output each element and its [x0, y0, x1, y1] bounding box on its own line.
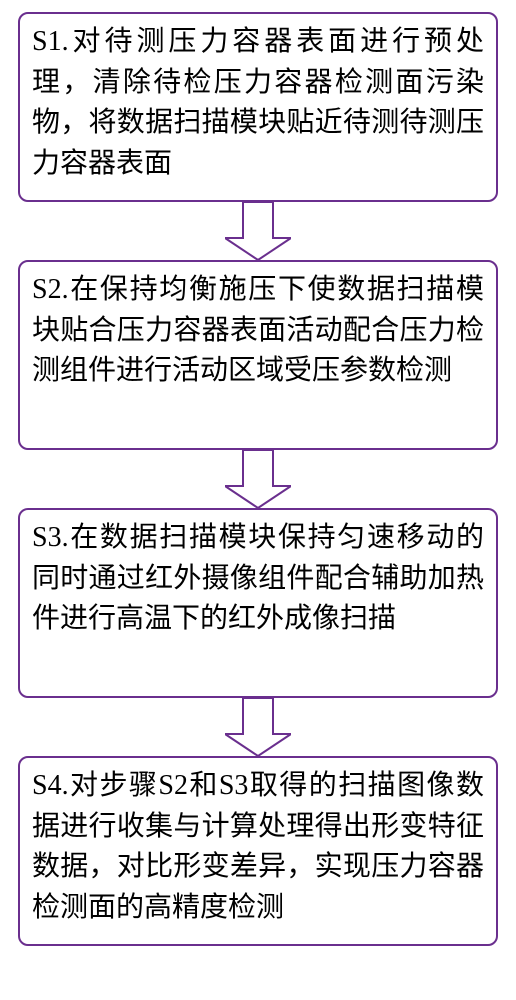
flowchart-container: S1.对待测压力容器表面进行预处理，清除待检压力容器检测面污染物，将数据扫描模块…: [0, 0, 516, 1000]
flow-step-s1: S1.对待测压力容器表面进行预处理，清除待检压力容器检测面污染物，将数据扫描模块…: [18, 12, 498, 202]
flow-step-s4: S4.对步骤S2和S3取得的扫描图像数据进行收集与计算处理得出形变特征数据，对比…: [18, 756, 498, 946]
flow-arrow-3: [0, 698, 516, 756]
flow-arrow-2: [0, 450, 516, 508]
flow-arrow-1: [0, 202, 516, 260]
down-arrow-icon: [225, 202, 291, 260]
down-arrow-icon: [225, 450, 291, 508]
flow-step-s2: S2.在保持均衡施压下使数据扫描模块贴合压力容器表面活动配合压力检测组件进行活动…: [18, 260, 498, 450]
down-arrow-icon: [225, 698, 291, 756]
flow-step-s3: S3.在数据扫描模块保持匀速移动的同时通过红外摄像组件配合辅助加热件进行高温下的…: [18, 508, 498, 698]
